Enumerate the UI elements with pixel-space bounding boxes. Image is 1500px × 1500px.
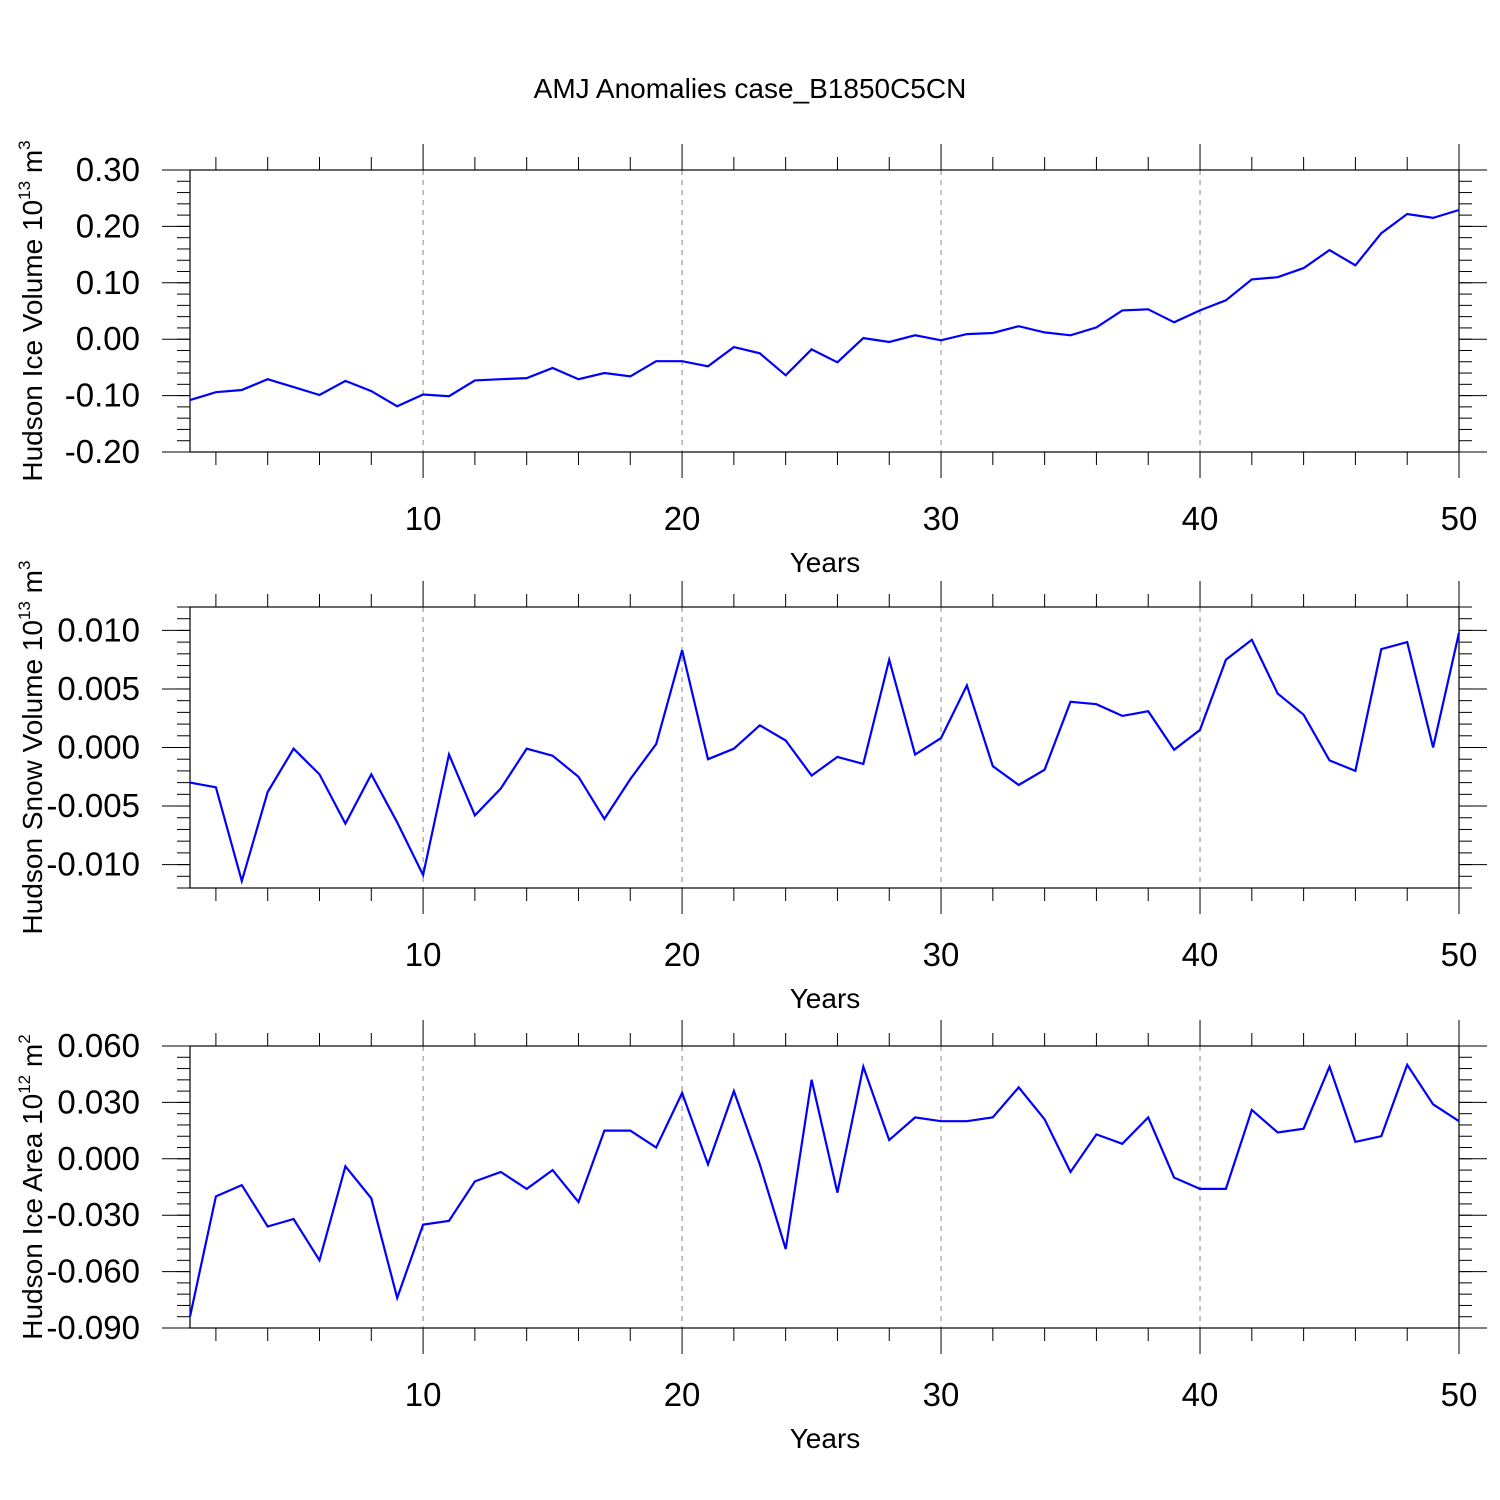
y-axis-label: Hudson Snow Volume 1013 m3: [15, 561, 48, 935]
series-line: [189, 208, 1460, 408]
x-tick-label: 40: [1182, 1376, 1219, 1413]
y-tick-label: 0.20: [76, 207, 140, 244]
y-tick-label: -0.090: [46, 1309, 140, 1346]
y-axis-label-unit: m: [17, 570, 48, 601]
x-tick-label: 20: [664, 500, 701, 537]
y-tick-label: 0.30: [76, 151, 140, 188]
y-tick-label: -0.010: [46, 846, 140, 883]
chart-title: AMJ Anomalies case_B1850C5CN: [534, 73, 967, 104]
y-tick-label: -0.20: [65, 433, 140, 470]
x-tick-label: 20: [664, 1376, 701, 1413]
plot-frame: [189, 169, 1460, 453]
y-tick-label: 0.005: [57, 670, 140, 707]
x-tick-label: 50: [1441, 1376, 1478, 1413]
x-axis-label: Years: [790, 1423, 861, 1454]
y-axis-label-text: Hudson Ice Area 10: [17, 1094, 48, 1340]
y-tick-label: 0.060: [57, 1027, 140, 1064]
y-axis-label-unit: m: [17, 1044, 48, 1075]
x-tick-label: 30: [923, 1376, 960, 1413]
series-line: [188, 1062, 1460, 1317]
y-tick-label: 0.00: [76, 320, 140, 357]
plot-frame: [189, 1045, 1460, 1329]
y-axis-label-unit: m: [17, 150, 48, 181]
y-axis-label-text: Hudson Snow Volume 10: [17, 620, 48, 934]
panel-1: 10 20 30 40 50 -0.20 -0.10 0.00 0.10 0.20 0.30 Year…: [15, 140, 1487, 578]
x-tick-label: 50: [1441, 936, 1478, 973]
y-tick-label: 0.030: [57, 1083, 140, 1120]
y-axis-label-text: Hudson Ice Volume 10: [17, 200, 48, 482]
x-tick-label: 10: [405, 500, 442, 537]
x-axis-label: Years: [790, 547, 861, 578]
y-tick-label: -0.060: [46, 1253, 140, 1290]
series-line: [189, 632, 1461, 886]
x-tick-label: 30: [923, 936, 960, 973]
x-tick-label: 40: [1182, 500, 1219, 537]
x-axis-label: Years: [790, 983, 861, 1014]
y-tick-label: 0.10: [76, 264, 140, 301]
y-axis-label-exponent: 13: [15, 601, 34, 620]
x-tick-label: 50: [1441, 500, 1478, 537]
y-axis-label: Hudson Ice Area 1012 m2: [15, 1034, 48, 1339]
y-axis-label-exponent: 13: [15, 181, 34, 200]
y-tick-label: -0.005: [46, 787, 140, 824]
plot-frame: [189, 606, 1460, 889]
y-axis-label-exponent: 12: [15, 1075, 34, 1094]
panel-3: 10 20 30 40 50 -0.090 -0.060 -0.030 0.000 0.030 0.…: [15, 1020, 1487, 1454]
y-axis-label: Hudson Ice Volume 1013 m3: [15, 140, 48, 481]
x-tick-label: 10: [405, 936, 442, 973]
y-axis-label-unit-exponent: 2: [15, 1034, 34, 1043]
x-tick-label: 40: [1182, 936, 1219, 973]
y-tick-label: 0.000: [57, 729, 140, 766]
y-tick-label: -0.10: [65, 377, 140, 414]
y-tick-label: -0.030: [46, 1196, 140, 1233]
y-axis-label-unit-exponent: 3: [15, 561, 34, 570]
y-axis-label-unit-exponent: 3: [15, 140, 34, 149]
x-tick-label: 30: [923, 500, 960, 537]
x-tick-label: 20: [664, 936, 701, 973]
y-tick-label: 0.000: [57, 1140, 140, 1177]
y-tick-label: 0.010: [57, 611, 140, 648]
panel-2: 10 20 30 40 50 -0.010 -0.005 0.000 0.005 0.010 Yea…: [15, 561, 1487, 1014]
x-tick-label: 10: [405, 1376, 442, 1413]
